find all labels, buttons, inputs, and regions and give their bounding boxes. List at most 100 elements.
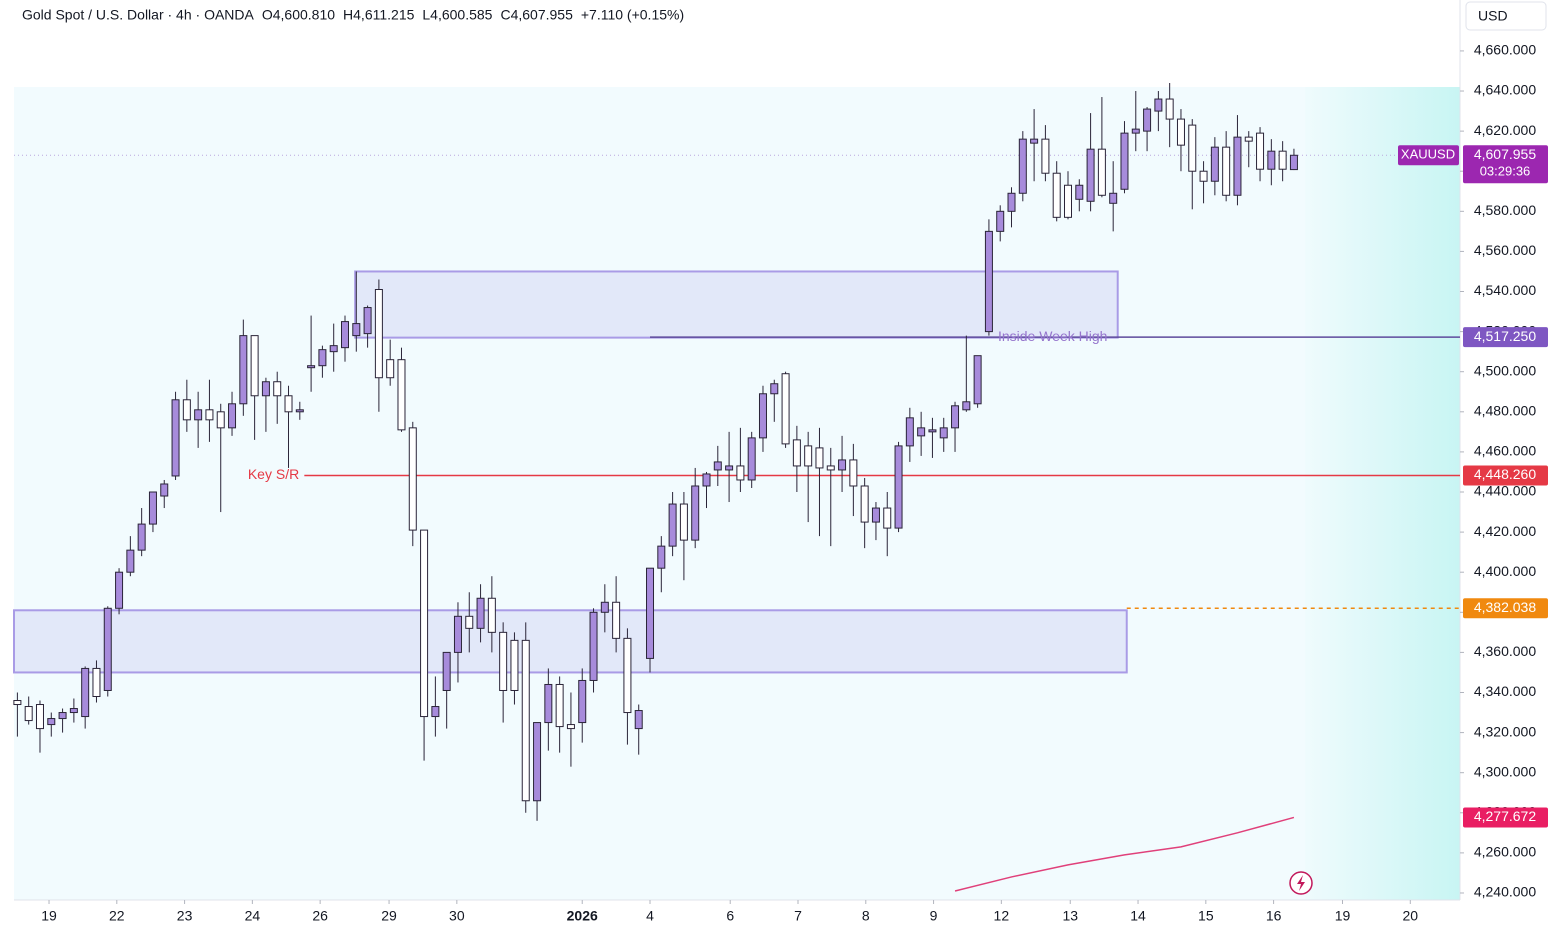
y-tick-label: 4,560.000	[1474, 242, 1536, 258]
candle-body	[1278, 150, 1287, 170]
price-badge	[1463, 145, 1548, 184]
currency[interactable]: USD	[1478, 8, 1508, 24]
candle-body	[171, 399, 180, 477]
ma-badge	[1463, 807, 1548, 828]
candle-body	[691, 485, 700, 541]
candle-body	[781, 373, 790, 445]
x-tick-label: 8	[862, 908, 870, 924]
candle-body	[81, 667, 90, 718]
currency-button[interactable]	[1465, 1, 1547, 31]
candle-body	[160, 483, 169, 497]
x-tick-label: 2026	[567, 908, 598, 924]
candle-body	[1154, 98, 1163, 112]
candle-body	[205, 409, 214, 421]
x-tick-label: 19	[41, 908, 57, 924]
y-tick-label: 4,340.000	[1474, 683, 1536, 699]
x-tick-label: 14	[1130, 908, 1146, 924]
x-tick-label: 23	[177, 908, 193, 924]
x-tick-label: 20	[1403, 908, 1419, 924]
candle-body	[939, 427, 948, 439]
candle-body	[1233, 136, 1242, 196]
candle-body	[804, 445, 813, 467]
candle-body	[770, 383, 779, 395]
candle-body	[1086, 148, 1095, 202]
candle-body	[657, 545, 666, 569]
profile-background	[1305, 87, 1460, 900]
candle-body	[58, 712, 67, 720]
candle-body	[679, 503, 688, 541]
candle-body	[24, 706, 33, 722]
x-tick-label: 30	[449, 908, 465, 924]
candle-body	[1244, 136, 1253, 142]
candle-body	[894, 445, 903, 529]
y-tick-label: 4,300.000	[1474, 763, 1536, 779]
candle-body	[1199, 170, 1208, 182]
symbol-label: XAUUSD	[1401, 147, 1455, 162]
x-tick-label: 9	[930, 908, 938, 924]
level-badge-label: 4,382.038	[1474, 599, 1536, 615]
candle-body	[521, 639, 530, 802]
candle-body	[216, 411, 225, 429]
candle-body	[239, 335, 248, 405]
ma-badge-label: 4,277.672	[1474, 808, 1536, 824]
level-badge-label: 4,448.260	[1474, 466, 1536, 482]
candle-body	[1188, 124, 1197, 172]
candle-body	[962, 401, 971, 411]
x-tick-label: 22	[109, 908, 125, 924]
candle-body	[465, 615, 474, 629]
candle-body	[713, 461, 722, 471]
y-tick-label: 4,580.000	[1474, 202, 1536, 218]
candle-body	[408, 427, 417, 531]
candle-body	[533, 722, 542, 802]
candle-body	[634, 710, 643, 730]
candle-body	[849, 459, 858, 487]
candle-body	[928, 429, 937, 433]
candle-body	[386, 359, 395, 379]
candle-body	[1097, 148, 1106, 196]
ohlc-value: H4,611.215	[343, 7, 415, 23]
level-badge-label: 4,517.250	[1474, 328, 1536, 344]
level-badge	[1463, 465, 1548, 486]
candle-body	[261, 381, 270, 397]
candle-body	[1063, 184, 1072, 218]
y-tick-label: 4,500.000	[1474, 362, 1536, 378]
candle-body	[1267, 150, 1276, 170]
candle-body	[623, 637, 632, 714]
candle-body	[92, 667, 101, 698]
candle-body	[35, 704, 44, 730]
y-tick-label: 4,320.000	[1474, 723, 1536, 739]
candle-body	[668, 503, 677, 547]
candle-body	[13, 700, 22, 706]
moving-average	[954, 816, 1295, 892]
candle-body	[646, 567, 655, 659]
candle-body	[363, 307, 372, 335]
candle-body	[499, 631, 508, 691]
ohlc-value: C4,607.955	[500, 7, 573, 23]
candle-body	[871, 507, 880, 523]
candle-body	[1018, 138, 1027, 194]
candle-body	[905, 417, 914, 447]
candle-body	[126, 549, 135, 573]
candle-body	[487, 597, 496, 633]
zone	[13, 609, 1128, 674]
candle-body	[1007, 192, 1016, 212]
level-badge	[1463, 598, 1548, 619]
candle-body	[352, 323, 361, 337]
candle-body	[284, 395, 293, 413]
candle-body	[589, 611, 598, 681]
y-tick-label: 4,640.000	[1474, 82, 1536, 98]
header: Gold Spot / U.S. Dollar · 4h · OANDA	[22, 7, 255, 23]
candle-body	[758, 393, 767, 439]
x-tick-label: 7	[794, 908, 802, 924]
candle-body	[442, 651, 451, 691]
candle-body	[194, 409, 203, 421]
candle-body	[792, 439, 801, 467]
candle-body	[1041, 138, 1050, 174]
x-tick-label: 29	[381, 908, 397, 924]
candle-body	[307, 365, 316, 369]
y-tick-label: 4,260.000	[1474, 844, 1536, 860]
plot-background	[14, 87, 1305, 900]
candle-body	[1210, 146, 1219, 182]
candle-body	[103, 607, 112, 691]
